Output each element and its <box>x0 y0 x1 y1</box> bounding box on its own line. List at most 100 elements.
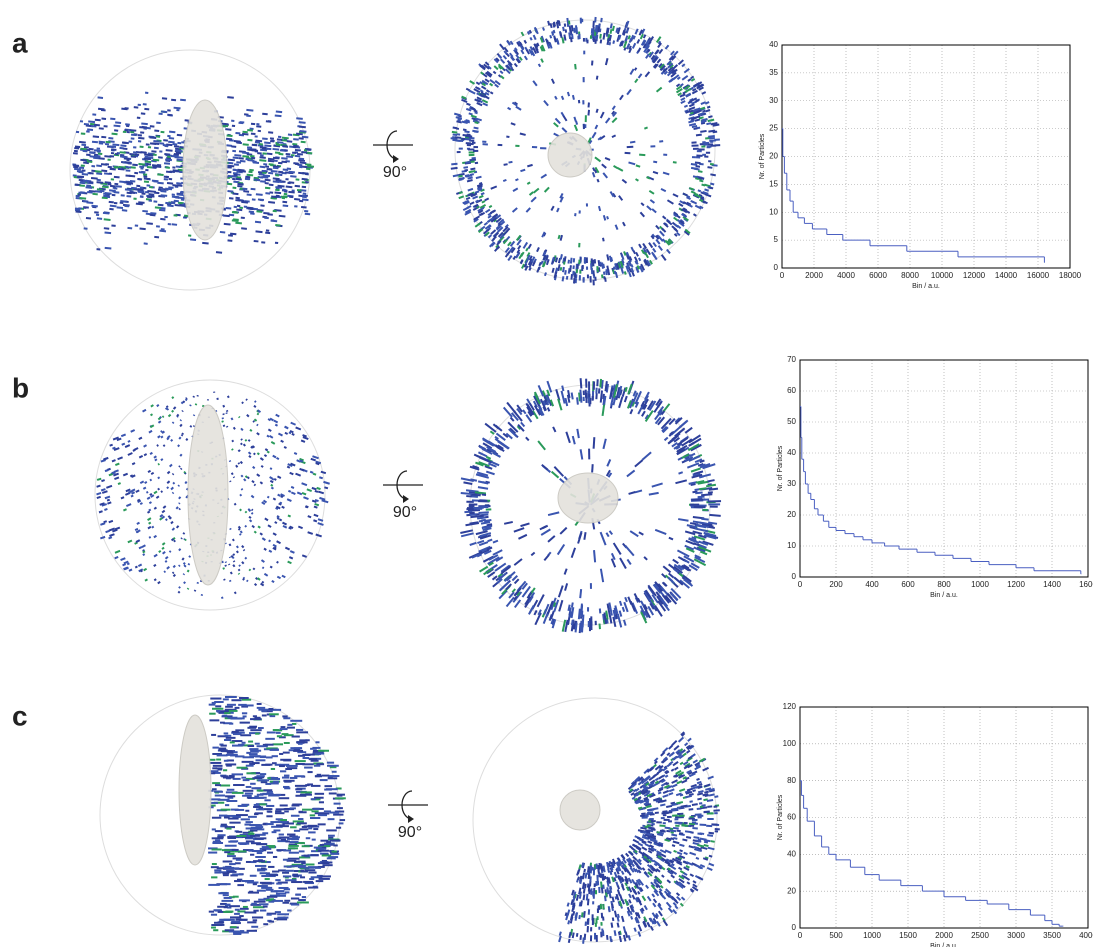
particle-dash <box>243 132 248 133</box>
particle-dash <box>607 254 608 260</box>
particle-dash <box>267 154 272 155</box>
particle-dash <box>562 386 563 391</box>
particle-dash <box>630 531 638 536</box>
particle-dash <box>226 413 227 414</box>
particle-dash <box>511 123 515 125</box>
particle-dash <box>541 174 546 177</box>
particle-dash <box>277 541 281 543</box>
particle-dash <box>164 154 170 155</box>
particle-dash <box>690 874 693 876</box>
particle-dash <box>267 436 269 437</box>
particle-dash <box>682 94 685 96</box>
particle-dash <box>122 210 127 211</box>
particle-dash <box>184 563 185 565</box>
particle-dash <box>581 449 583 459</box>
particle-dash <box>153 141 159 142</box>
particle-dash <box>504 522 513 524</box>
particle-dash <box>693 881 696 883</box>
particle-dash <box>604 272 605 275</box>
particle-dash <box>95 120 101 121</box>
particle-dash <box>469 160 476 161</box>
particle-dash <box>642 411 645 416</box>
particle-dash <box>120 145 126 146</box>
particle-dash <box>264 142 270 143</box>
particle-dash <box>228 160 235 161</box>
particle-dash <box>168 187 173 188</box>
particle-dash <box>257 474 260 476</box>
particle-dash <box>638 932 640 937</box>
particle-dash <box>592 132 595 138</box>
particle-dash <box>563 27 564 31</box>
particle-dash <box>704 792 708 793</box>
particle-dash <box>647 206 651 210</box>
particle-dash <box>202 243 208 244</box>
particle-dash <box>563 267 564 272</box>
particle-dash <box>581 378 582 388</box>
particle-dash <box>105 232 112 233</box>
particle-dash <box>228 396 229 398</box>
particle-dash <box>521 252 524 256</box>
particle-dash <box>630 269 631 272</box>
particle-dash <box>82 174 88 175</box>
particle-dash <box>642 847 647 850</box>
particle-dash <box>138 192 144 193</box>
particle-dash <box>659 49 662 53</box>
particle-dash <box>245 526 246 527</box>
particle-dash <box>190 405 191 406</box>
particle-dash <box>172 197 179 198</box>
particle-dash <box>571 37 572 42</box>
particle-dash <box>687 197 691 199</box>
particle-dash <box>306 506 309 507</box>
particle-dash <box>674 746 679 750</box>
particle-dash <box>245 440 246 441</box>
particle-dash <box>599 206 600 211</box>
particle-dash <box>654 255 657 260</box>
particle-dash <box>490 92 493 94</box>
particle-dash <box>663 216 666 219</box>
particle-dash <box>538 441 545 450</box>
particle-dash <box>115 551 120 553</box>
particle-dash <box>144 454 147 455</box>
particle-dash <box>193 396 194 397</box>
particle-dash <box>139 172 145 173</box>
particle-dash <box>558 544 565 554</box>
particle-dash <box>603 173 607 178</box>
particle-dash <box>698 171 702 172</box>
particle-dash <box>649 38 651 41</box>
particle-dash <box>313 474 316 475</box>
particle-dash <box>132 463 135 464</box>
particle-dash <box>584 532 585 540</box>
particle-dash <box>254 453 256 454</box>
particle-dash <box>544 555 549 561</box>
particle-dash <box>182 435 183 436</box>
particle-dash <box>239 565 240 566</box>
particle-dash <box>316 463 320 464</box>
particle-dash <box>708 136 715 137</box>
particle-dash <box>178 445 179 447</box>
particle-dash <box>73 165 79 166</box>
rotation-label: 90° <box>393 504 417 521</box>
particle-dash <box>588 110 589 116</box>
particle-dash <box>253 467 255 469</box>
particle-dash <box>681 101 685 103</box>
particle-dash <box>470 479 476 480</box>
particle-dash <box>459 174 465 175</box>
particle-dash <box>300 131 307 132</box>
particle-dash <box>553 258 554 261</box>
particle-dash <box>527 165 532 166</box>
particle-dash <box>128 453 133 455</box>
particle-dash <box>575 125 577 131</box>
particle-dash <box>298 527 302 529</box>
particle-dash <box>302 137 308 138</box>
particle-dash <box>482 100 487 103</box>
particle-dash <box>697 845 704 847</box>
particle-dash <box>642 896 645 901</box>
particle-dash <box>595 125 597 129</box>
particle-dash <box>131 135 137 136</box>
particle-dash <box>554 22 555 27</box>
particle-dash <box>243 579 244 580</box>
particle-dash <box>489 235 492 238</box>
particle-dash <box>491 186 497 188</box>
particle-dash <box>183 574 184 575</box>
particle-dash <box>252 481 254 483</box>
